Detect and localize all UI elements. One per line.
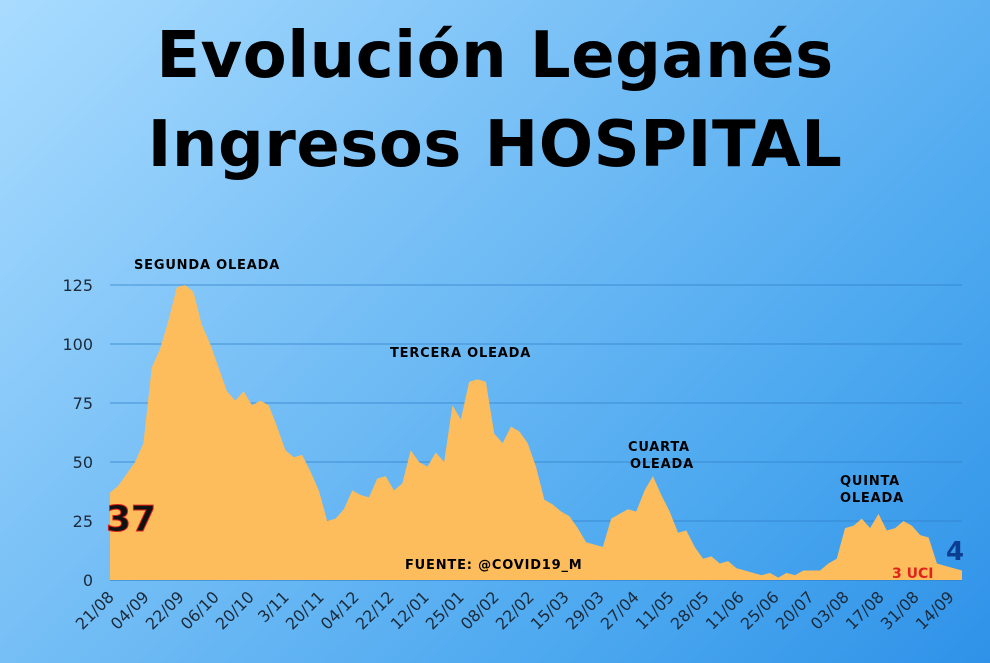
x-tick-label: 20/10 (212, 587, 258, 633)
x-tick-label: 22/09 (142, 587, 188, 633)
start-value-label: 37 (106, 499, 156, 540)
annotation-quinta-oleada-line-2: OLEADA (840, 491, 904, 506)
x-tick-label: 14/09 (912, 587, 958, 633)
x-tick-label: 28/05 (667, 587, 713, 633)
y-tick-label: 50 (73, 453, 93, 472)
x-tick-label: 25/01 (422, 587, 468, 633)
y-tick-label: 25 (73, 512, 93, 531)
end-uci-label: 3 UCI (892, 566, 933, 582)
x-tick-label: 04/09 (107, 587, 153, 633)
x-tick-label: 12/01 (387, 587, 433, 633)
annotation-source: FUENTE: @COVID19_M (405, 558, 583, 573)
y-axis-ticks: 0 25 50 75 100 125 (62, 276, 93, 590)
x-tick-label: 17/08 (842, 587, 888, 633)
annotation-quinta-oleada-line-1: QUINTA (840, 474, 900, 489)
x-tick-label: 06/10 (177, 587, 223, 633)
annotation-cuarta-oleada-line-1: CUARTA (628, 440, 690, 455)
y-tick-label: 125 (62, 276, 93, 295)
x-tick-label: 21/08 (72, 587, 118, 633)
x-tick-label: 20/11 (282, 587, 328, 633)
y-tick-label: 0 (83, 571, 93, 590)
x-tick-label: 27/04 (597, 587, 643, 633)
x-tick-label: 11/06 (702, 587, 748, 633)
x-tick-label: 08/02 (457, 587, 503, 633)
annotation-segunda-oleada: SEGUNDA OLEADA (134, 258, 280, 273)
annotation-tercera-oleada: TERCERA OLEADA (390, 346, 531, 361)
x-tick-label: 22/02 (492, 587, 538, 633)
x-tick-label: 15/03 (527, 587, 573, 633)
x-tick-label: 03/08 (807, 587, 853, 633)
annotation-cuarta-oleada-line-2: OLEADA (630, 457, 694, 472)
y-tick-label: 100 (62, 335, 93, 354)
chart-title-line-2: Ingresos HOSPITAL (147, 108, 843, 182)
hospital-admissions-area (110, 285, 962, 580)
chart-title-line-1: Evolución Leganés (156, 19, 834, 93)
x-tick-label: 04/12 (317, 587, 363, 633)
x-tick-label: 29/03 (562, 587, 608, 633)
y-tick-label: 75 (73, 394, 93, 413)
x-tick-label: 11/05 (632, 587, 678, 633)
x-tick-label: 20/07 (772, 587, 818, 633)
x-tick-label: 31/08 (877, 587, 923, 633)
x-tick-label: 22/12 (352, 587, 398, 633)
x-tick-label: 25/06 (737, 587, 783, 633)
x-axis-ticks: 21/0804/0922/0906/1020/103/1120/1104/122… (72, 587, 958, 633)
end-value-label: 4 (946, 537, 964, 567)
